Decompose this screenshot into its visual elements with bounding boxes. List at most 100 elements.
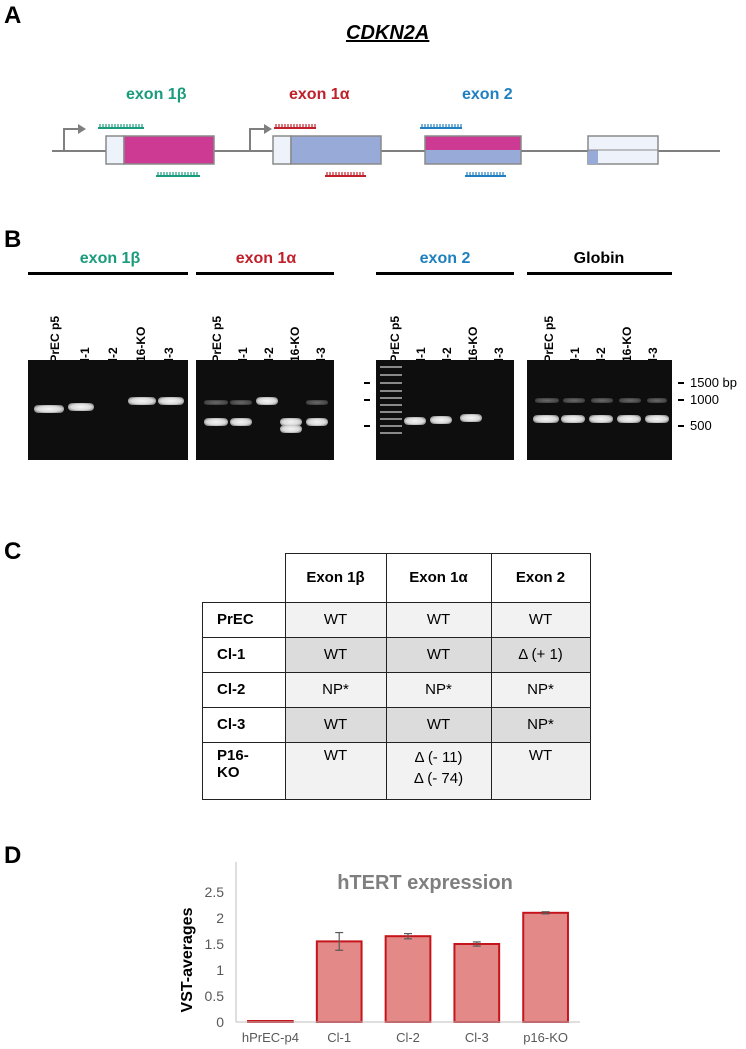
gel-exon2 <box>376 360 514 460</box>
x-tick-label: Cl-1 <box>327 1030 351 1045</box>
gel-header-globin: Globin <box>573 250 625 267</box>
error-bar <box>541 911 550 915</box>
gel-band <box>158 397 184 405</box>
table-cell: NP* <box>490 706 591 743</box>
y-tick-label: 0.5 <box>205 988 225 1004</box>
error-bar <box>335 931 344 951</box>
gel-band <box>647 398 667 403</box>
gene-diagram <box>52 124 720 177</box>
table-cell: WT <box>385 601 492 638</box>
table-cell: WT <box>284 741 387 800</box>
exon1b-box-utr <box>105 135 125 165</box>
gel-exon1b <box>28 360 188 460</box>
table-cell: WT <box>490 601 591 638</box>
table-cell: WT <box>385 636 492 673</box>
gel-band <box>533 415 559 423</box>
col-header: Exon 2 <box>490 553 591 603</box>
panel-label-a: A <box>4 2 22 29</box>
exon2-label: exon 2 <box>462 86 513 103</box>
gel-band <box>128 397 156 405</box>
ladder-band <box>380 425 402 427</box>
panel-label-c: C <box>4 538 22 565</box>
size-tick-left-500 <box>364 425 370 427</box>
ladder-band <box>380 374 402 376</box>
gel-header-exon2: exon 2 <box>419 250 471 267</box>
panel-label-d: D <box>4 842 22 869</box>
bar <box>453 943 501 1023</box>
chart-ylabel: VST-averages <box>179 907 196 1012</box>
y-tick-label: 1.5 <box>205 936 225 952</box>
gel-band <box>404 417 426 425</box>
table-row: P16- KO WT Δ (- 11) Δ (- 74) WT <box>202 741 591 800</box>
header-bar-exon1b <box>28 272 188 275</box>
y-tick-label: 0 <box>216 1014 224 1030</box>
size-tick-right-500 <box>678 425 684 427</box>
row-header: Cl-2 <box>202 671 286 708</box>
size-tick-left-1500 <box>364 382 370 384</box>
gel-band <box>34 405 64 413</box>
gel-globin <box>527 360 672 460</box>
col-header: Exon 1β <box>284 553 387 603</box>
exon1a-label: exon 1α <box>289 86 350 103</box>
ladder-band <box>380 382 402 384</box>
primer-2-forward <box>420 124 462 129</box>
gel-band <box>563 398 585 403</box>
gel-band <box>589 415 613 423</box>
header-bar-exon1a <box>196 272 334 275</box>
htert-chart: hTERT expression VST-averages 0 0.5 1 1.5 2 2… <box>179 862 580 1045</box>
table-cell: NP* <box>385 671 492 708</box>
exon1a-box-utr <box>272 135 292 165</box>
genotype-table: Exon 1β Exon 1α Exon 2 PrEC WT WT WT Cl-… <box>202 553 591 800</box>
chart-title: hTERT expression <box>337 872 513 894</box>
y-tick-label: 2.5 <box>205 884 225 900</box>
table-cell: NP* <box>490 671 591 708</box>
exon1b-label: exon 1β <box>126 86 187 103</box>
table-cell: Δ (- 11) Δ (- 74) <box>385 741 492 800</box>
table-cell: NP* <box>284 671 387 708</box>
ladder-band <box>380 432 402 434</box>
primer-1b-reverse <box>156 172 200 177</box>
x-tick-label: p16-KO <box>523 1030 568 1045</box>
table-cell: WT <box>490 741 591 800</box>
primer-2-reverse <box>465 172 506 177</box>
gel-band <box>204 400 228 405</box>
gel-band <box>256 397 278 405</box>
header-bar-globin <box>527 272 672 275</box>
table-cell: Δ (+ 1) <box>490 636 591 673</box>
gel-band <box>460 414 482 422</box>
ladder-band <box>380 404 402 406</box>
bar <box>315 940 363 1023</box>
ladder-band <box>380 418 402 420</box>
gel-band <box>280 418 302 426</box>
col-header: Exon 1α <box>385 553 492 603</box>
ladder-band <box>380 411 402 413</box>
header-bar-exon2 <box>376 272 514 275</box>
gel-band <box>306 400 328 405</box>
gel-band <box>306 418 328 426</box>
gel-band <box>230 418 252 426</box>
gel-band <box>535 398 559 403</box>
error-bar <box>404 932 412 940</box>
size-label-500: 500 <box>690 418 712 433</box>
gel-band <box>230 400 252 405</box>
table-row: Cl-2 NP* NP* NP* <box>202 671 591 708</box>
table-row: PrEC WT WT WT <box>202 601 591 638</box>
gel-band <box>68 403 94 411</box>
gel-header-exon1a: exon 1α <box>235 250 297 267</box>
x-tick-label: Cl-3 <box>465 1030 489 1045</box>
gel-band <box>280 425 302 433</box>
size-tick-right-1500 <box>678 382 684 384</box>
primer-1b-forward <box>98 124 144 129</box>
promoter-arrow-1a <box>249 124 272 151</box>
promoter-arrow-1b <box>63 124 86 151</box>
exon2-box-bottom <box>425 150 521 164</box>
table-header-row: Exon 1β Exon 1α Exon 2 <box>203 553 591 603</box>
y-tick-label: 1 <box>216 962 224 978</box>
y-tick-label: 2 <box>216 910 224 926</box>
gel-band <box>204 418 228 426</box>
gel-exon1a <box>196 360 334 460</box>
panel-label-b: B <box>4 226 22 253</box>
gel-band <box>619 398 641 403</box>
size-tick-right-1000 <box>678 399 684 401</box>
x-tick-label: hPrEC-p4 <box>242 1030 299 1045</box>
